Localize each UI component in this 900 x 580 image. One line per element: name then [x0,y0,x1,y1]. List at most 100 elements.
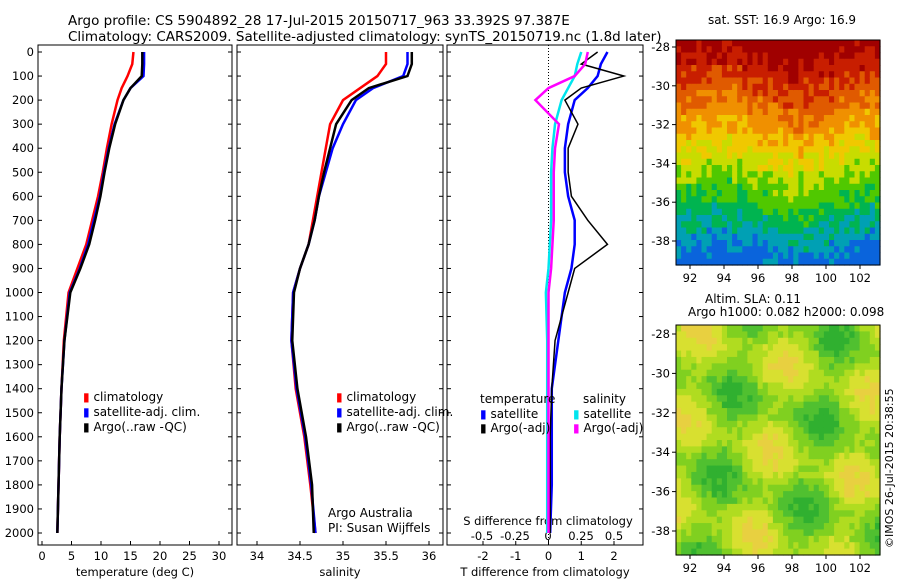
sla-map-cell [767,503,774,511]
sst-map-cell [767,127,774,135]
sla-map-cell [706,503,713,511]
sst-map-cell [823,140,830,147]
sst-map-cell [737,171,743,179]
sla-map-cell [762,484,769,492]
sla-map-cell [762,497,769,505]
sst-map-cell [808,252,815,260]
sla-map-cell [727,535,733,543]
sla-map-cell [834,420,840,428]
sst-map-cell [757,58,764,66]
sst-map-cell [696,202,703,210]
sla-map-cell [732,510,738,518]
y-tick-label: 1100 [5,310,34,324]
sla-map-cell [742,376,748,384]
sla-map-cell [772,350,779,358]
sla-map-cell [834,331,840,339]
sst-map-cell [793,258,799,266]
sla-map-cell [854,491,861,499]
sst-map-cell [742,221,748,229]
sla-map-cell [869,420,876,428]
sst-map-cell [691,65,697,72]
sla-map-cell [691,331,697,339]
sla-map-cell [783,382,789,390]
sst-map-cell [701,240,708,247]
sla-map-cell [793,446,799,454]
sst-map-cell [711,221,718,229]
sla-map-cell [747,427,754,435]
sla-map-cell [696,459,703,467]
sst-map-cell [793,221,799,229]
sst-map-cell [839,158,845,166]
sla-map-cell [803,350,810,358]
sla-map-cell [757,350,764,358]
sst-map-cell [711,108,718,116]
sst-map-cell [727,108,733,116]
sst-map-cell [701,146,708,154]
sst-map-cell [701,102,708,110]
sla-map-cell [706,395,713,403]
sst-map-cell [762,252,769,260]
sst-map-cell [691,183,697,191]
sst-map-cell [716,190,723,197]
sla-map-cell [757,408,764,416]
sla-map-cell [681,440,687,447]
sst-map-cell [716,46,723,54]
sst-map-cell [854,46,861,54]
sla-map-cell [859,369,866,377]
sst-map-cell [772,40,779,47]
sla-map-cell [783,471,789,479]
sst-map-cell [869,52,876,60]
sla-map-cell [874,484,881,492]
sla-map-cell [772,325,779,332]
sst-map-cell [793,52,799,60]
sla-map-cell [711,395,718,403]
sst-map-cell [813,233,820,241]
sst-map-cell [737,246,743,254]
sst-map-cell [823,58,830,66]
sst-map-cell [706,183,713,191]
sst-map-cell [829,65,835,72]
sst-map-cell [823,208,830,216]
sla-map-cell [813,395,820,403]
sst-map-cell [874,196,881,204]
sst-map-cell [742,240,748,247]
sla-map-cell [676,420,682,428]
sla-map-cell [823,510,830,518]
sla-map-cell [716,548,723,556]
sla-map-cell [752,484,759,492]
sst-map-cell [681,40,687,47]
sst-map-cell [742,215,748,222]
sst-map-cell [783,96,789,104]
sst-map-cell [711,127,718,135]
sst-map-cell [844,52,850,60]
sst-map-cell [854,127,861,135]
sla-map-cell [767,484,774,492]
sst-map-cell [681,227,687,235]
sla-map-cell [696,471,703,479]
sst-map-cell [737,115,743,122]
sla-map-cell [721,325,728,332]
sla-map-cell [793,491,799,499]
sst-map-cell [727,165,733,172]
sst-map-cell [711,71,718,79]
sla-map-cell [864,344,871,352]
sla-map-cell [874,376,881,384]
sst-map-cell [742,165,748,172]
sla-map-cell [747,433,754,441]
sst-map-cell [757,196,764,204]
sla-map-cell [844,465,850,473]
sla-map-cell [839,414,845,422]
sla-map-cell [691,510,697,518]
sla-map-cell [874,548,881,556]
sla-map-cell [829,337,835,345]
sla-map-cell [706,420,713,428]
sst-map-cell [727,46,733,54]
sla-map-cell [798,369,805,377]
sla-map-cell [808,427,815,435]
sst-map-cell [747,133,754,141]
sla-map-cell [762,446,769,454]
sst-map-cell [691,146,697,154]
sst-map-cell [829,52,835,60]
sst-map-cell [701,171,708,179]
